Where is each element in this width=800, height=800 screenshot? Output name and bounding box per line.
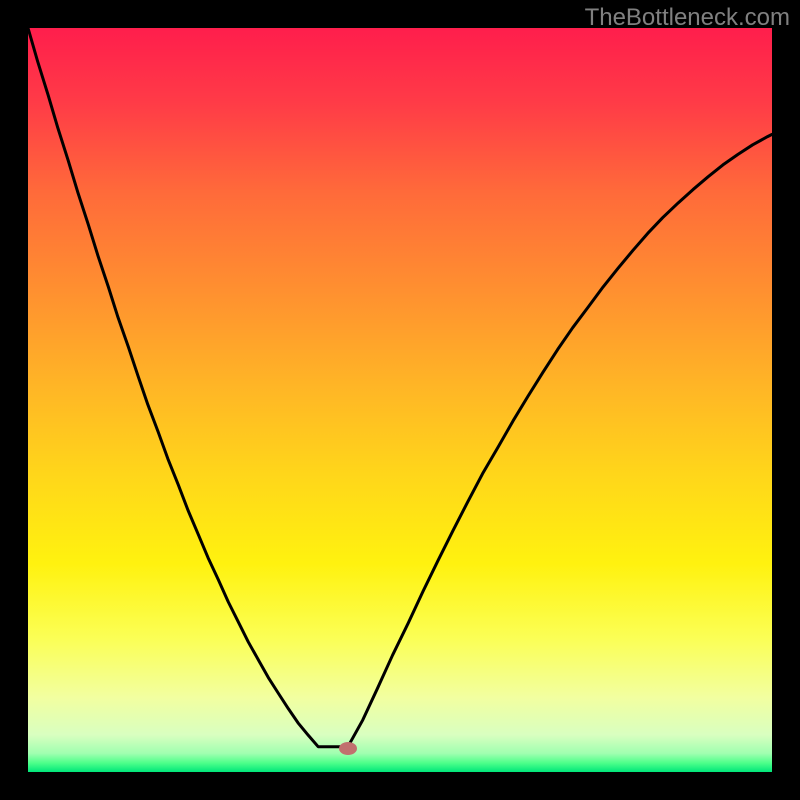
minimum-marker [339,742,357,755]
chart-plot-area [28,28,772,772]
curve-path [28,28,772,747]
bottleneck-curve [28,28,772,772]
outer-frame: TheBottleneck.com [0,0,800,800]
watermark-text: TheBottleneck.com [585,4,790,32]
